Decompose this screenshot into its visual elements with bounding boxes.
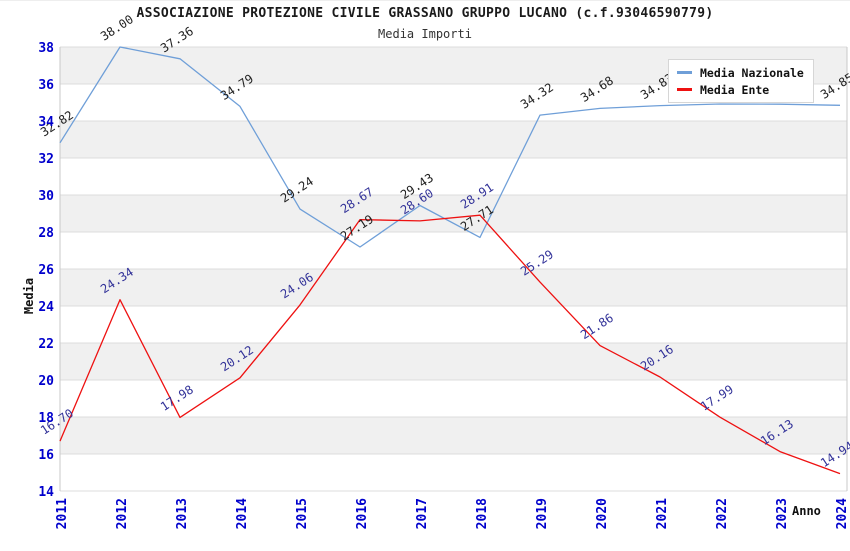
series-line-media-nazionale — [59, 46, 841, 248]
chart-subtitle: Media Importi — [378, 27, 472, 41]
y-tick-label: 22 — [38, 337, 54, 352]
x-tick-label: 2014 — [235, 498, 250, 529]
y-tick-label: 28 — [38, 226, 54, 241]
y-axis-title: Media — [22, 277, 36, 315]
value-label: 17.98 — [158, 382, 196, 413]
y-tick-label: 36 — [38, 78, 54, 93]
y-tick-label: 26 — [38, 263, 54, 278]
legend-swatch-blue — [677, 71, 692, 74]
legend-item-media-nazionale: Media Nazionale — [677, 64, 807, 81]
x-tick-label: 2011 — [55, 498, 70, 529]
x-tick-label: 2015 — [295, 498, 310, 529]
y-tick-label: 30 — [38, 189, 54, 204]
y-tick-label: 34 — [38, 115, 54, 130]
x-tick-label: 2020 — [595, 498, 610, 529]
y-tick-label: 14 — [38, 485, 54, 500]
chart-title: ASSOCIAZIONE PROTEZIONE CIVILE GRASSANO … — [136, 6, 714, 21]
x-tick-label: 2018 — [475, 498, 490, 529]
x-tick-label: 2023 — [775, 498, 790, 529]
x-tick-label: 2017 — [415, 498, 430, 529]
x-tick-label: 2024 — [835, 498, 850, 529]
legend-box: Media Nazionale Media Ente — [668, 59, 814, 103]
y-tick-label: 18 — [38, 411, 54, 426]
value-label: 34.32 — [518, 80, 556, 111]
series-line-media-ente — [59, 214, 841, 475]
legend-label: Media Nazionale — [700, 65, 804, 80]
plot-band — [60, 269, 847, 306]
y-tick-label: 24 — [38, 300, 54, 315]
y-tick-label: 16 — [38, 448, 54, 463]
y-tick-label: 38 — [38, 41, 54, 56]
plot-band — [60, 343, 847, 380]
plot-band — [60, 417, 847, 454]
x-tick-label: 2016 — [355, 498, 370, 529]
x-tick-label: 2013 — [175, 498, 190, 529]
value-label: 21.86 — [578, 311, 616, 342]
x-tick-label: 2012 — [115, 498, 130, 529]
x-tick-label: 2022 — [715, 498, 730, 529]
legend-label: Media Ente — [700, 82, 770, 97]
legend-swatch-red — [677, 88, 692, 91]
y-tick-label: 32 — [38, 152, 54, 167]
x-axis-title: Anno — [792, 504, 821, 518]
x-tick-label: 2019 — [535, 498, 550, 529]
plot-band — [60, 195, 847, 232]
plot-band — [60, 121, 847, 158]
legend-item-media-ente: Media Ente — [677, 81, 807, 98]
x-tick-label: 2021 — [655, 498, 670, 529]
value-label: 17.99 — [698, 382, 736, 413]
y-tick-label: 20 — [38, 374, 54, 389]
